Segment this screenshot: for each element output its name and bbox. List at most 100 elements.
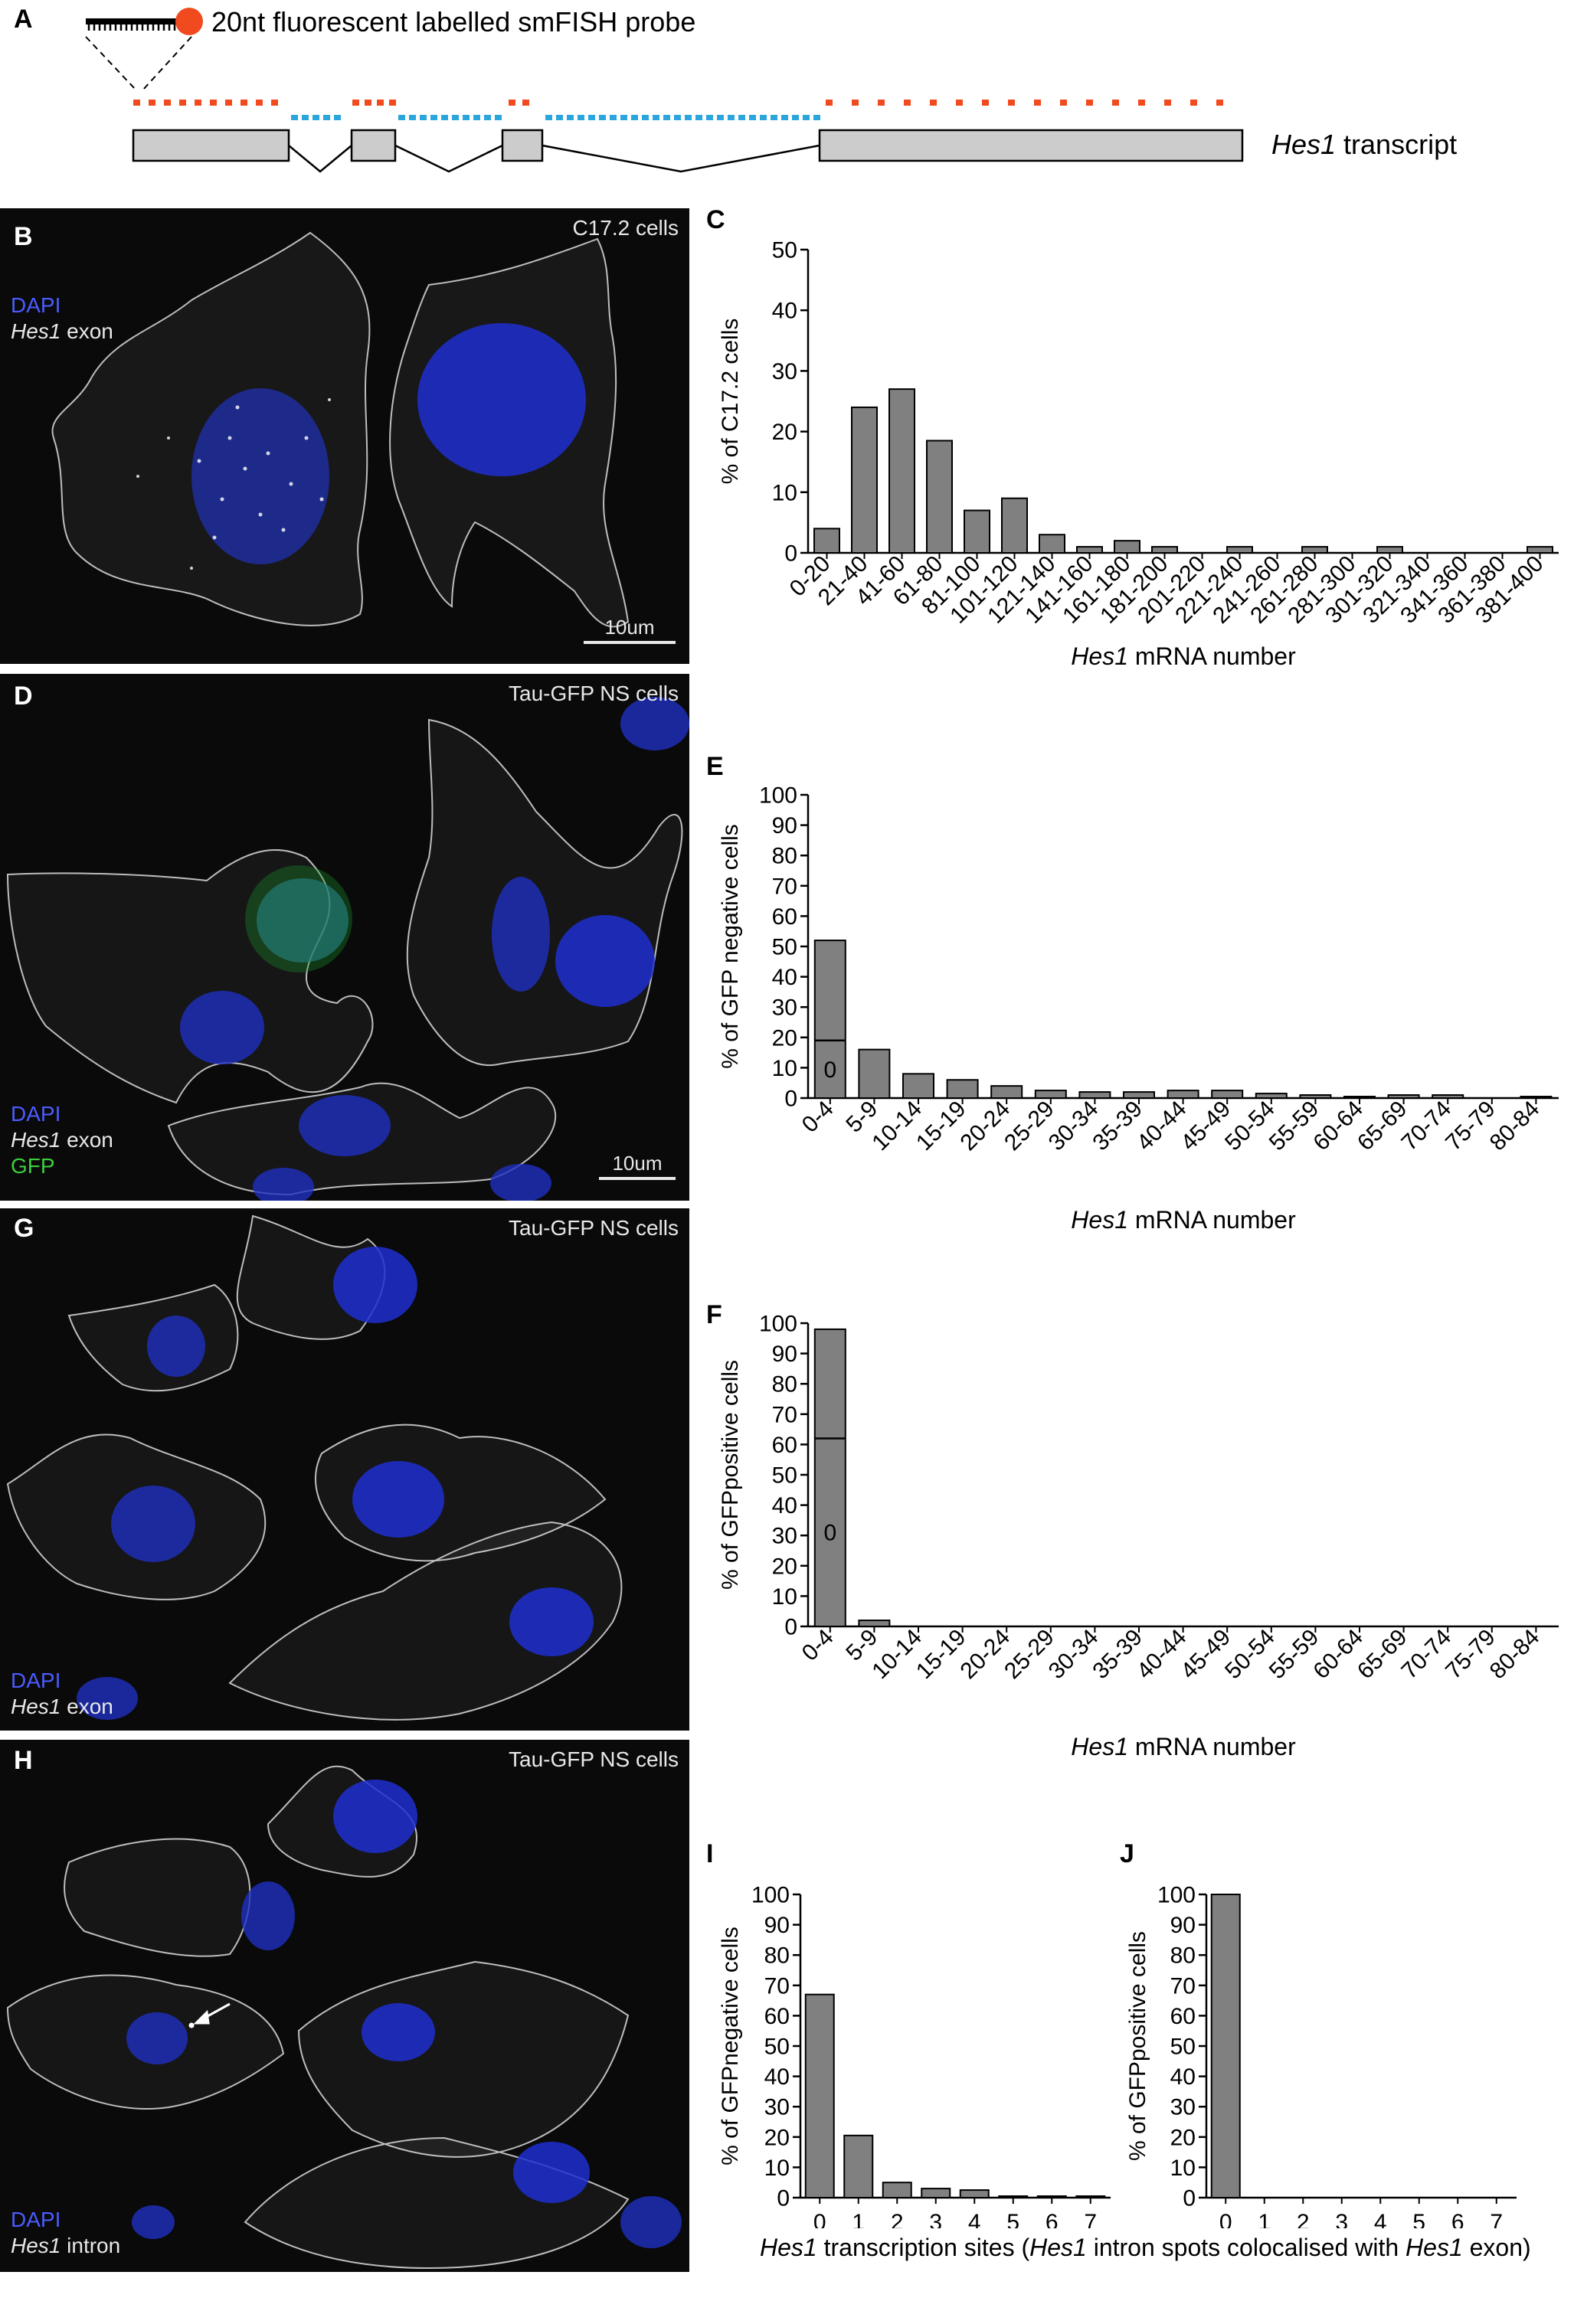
x-tick-label: 70-74: [1397, 1625, 1457, 1685]
y-tick-label: 60: [764, 2004, 790, 2029]
x-tick-label: 4: [968, 2210, 981, 2228]
x-tick-label: 45-49: [1176, 1625, 1236, 1685]
arrow-icon: [193, 2002, 231, 2025]
x-tick-label: 70-74: [1397, 1097, 1457, 1156]
micrograph-b: C17.2 cells DAPI Hes1 exon 10um: [0, 208, 689, 664]
y-tick-label: 0: [784, 1615, 797, 1640]
x-tick-label: 0-4: [797, 1625, 839, 1666]
bar: [1001, 497, 1028, 554]
y-tick-label: 30: [772, 1524, 797, 1549]
bar: [813, 940, 846, 1099]
x-tick-label: 10-14: [867, 1625, 927, 1685]
y-tick-label: 30: [772, 359, 797, 384]
y-axis-label: % of GFPpositive cells: [1125, 1931, 1150, 2161]
bar: [1036, 2195, 1067, 2198]
y-tick-label: 90: [764, 1913, 790, 1938]
micrograph-h-cells: [6, 1765, 682, 2270]
panel-label-h: H: [14, 1746, 33, 1775]
x-tick-label: 35-39: [1088, 1097, 1147, 1156]
y-tick-label: 80: [1170, 1943, 1196, 1969]
bar: [813, 528, 840, 554]
exon-probes: [133, 100, 1223, 106]
x-axis-label: Hes1 mRNA number: [1071, 1733, 1296, 1760]
y-tick-label: 70: [772, 1402, 797, 1427]
x-tick-label: 2: [1297, 2210, 1310, 2228]
y-tick-label: 10: [1170, 2156, 1196, 2181]
x-tick-label: 65-69: [1353, 1097, 1412, 1156]
chart-j: 0 10 20 30 40 50 60 70 80 90 100 0 1 2 3 4 5 6 7 % of GFPpo…: [1125, 1883, 1517, 2228]
scale-bar-d: 10um: [599, 1152, 676, 1180]
y-tick-label: 10: [772, 1584, 797, 1610]
x-tick-label: 5: [1006, 2210, 1019, 2228]
y-tick-label: 40: [764, 2064, 790, 2090]
y-tick-label: 60: [1170, 2004, 1196, 2029]
y-tick-label: 10: [772, 480, 797, 505]
x-tick-label: 15-19: [911, 1097, 971, 1156]
bar: [1210, 1894, 1241, 2198]
y-tick-label: 100: [751, 1883, 790, 1908]
micrograph-b-legend: DAPI Hes1 exon: [11, 293, 113, 343]
probe-caption: 20nt fluorescent labelled smFISH probe: [211, 6, 696, 38]
x-tick-label: 2: [891, 2210, 904, 2228]
micrograph-h: Tau-GFP NS cells DAPI Hes1 intron: [0, 1740, 689, 2272]
y-tick-label: 50: [1170, 2035, 1196, 2060]
y-tick-label: 10: [772, 1056, 797, 1081]
x-tick-label: 1: [852, 2210, 865, 2228]
y-tick-label: 50: [772, 1463, 797, 1489]
y-tick-label: 90: [1170, 1913, 1196, 1938]
x-tick-label: 25-29: [1000, 1625, 1059, 1685]
x-tick-label: 7: [1084, 2210, 1097, 2228]
probe-icon: [86, 8, 203, 35]
x-tick-label: 6: [1046, 2210, 1059, 2228]
x-tick-label: 80-84: [1485, 1625, 1545, 1685]
y-tick-label: 80: [772, 1372, 797, 1397]
bar: [946, 1079, 979, 1099]
bar: [926, 440, 953, 554]
y-tick-label: 70: [1170, 1973, 1196, 1999]
x-tick-label: 45-49: [1176, 1097, 1236, 1156]
y-axis-label: % of GFPnegative cells: [718, 1927, 743, 2165]
x-tick-label: 55-59: [1265, 1097, 1324, 1156]
y-tick-label: 0: [784, 1087, 797, 1112]
x-tick-label: 35-39: [1088, 1625, 1147, 1685]
x-tick-label: 0-4: [797, 1097, 839, 1138]
y-tick-label: 90: [772, 1342, 797, 1367]
x-tick-label: 75-79: [1441, 1097, 1500, 1156]
exon-boxes: [132, 129, 1244, 162]
bar: [964, 509, 990, 554]
y-tick-label: 100: [759, 1312, 797, 1337]
y-tick-label: 50: [772, 935, 797, 960]
y-tick-label: 40: [772, 1493, 797, 1518]
y-tick-label: 70: [764, 1973, 790, 1999]
y-tick-label: 70: [772, 874, 797, 899]
bar: [1114, 540, 1140, 554]
y-tick-label: 80: [772, 844, 797, 869]
micrograph-b-title: C17.2 cells: [572, 216, 679, 240]
zero-segment-label: 0: [823, 1521, 836, 1546]
x-tick-label: 30-34: [1044, 1097, 1104, 1156]
y-tick-label: 40: [772, 299, 797, 324]
micrograph-h-title: Tau-GFP NS cells: [509, 1747, 679, 1771]
x-tick-label: 50-54: [1220, 1625, 1280, 1685]
y-tick-label: 30: [772, 995, 797, 1021]
panel-label-c: C: [706, 205, 725, 234]
micrograph-g-cells: [6, 1214, 623, 1721]
x-tick-label: 5: [1412, 2210, 1425, 2228]
bar: [902, 1073, 934, 1100]
x-tick-label: 6: [1451, 2210, 1464, 2228]
x-tick-label: 3: [929, 2210, 942, 2228]
y-tick-label: 50: [772, 238, 797, 263]
chart-i: 0 10 20 30 40 50 60 70 80 90 100 0 1 2 3 4 5 6 7 % of GFPne…: [718, 1883, 1111, 2228]
panel-label-f: F: [706, 1300, 722, 1329]
y-axis-label: % of GFP negative cells: [718, 824, 743, 1069]
panel-label-a: A: [14, 5, 33, 34]
bar: [851, 406, 878, 554]
bar: [882, 2182, 912, 2199]
transcript-schematic: [85, 8, 1244, 173]
x-tick-label: 4: [1374, 2210, 1387, 2228]
x-tick-label: 25-29: [1000, 1097, 1059, 1156]
panel-label-j: J: [1120, 1839, 1134, 1868]
x-tick-label: 15-19: [911, 1625, 971, 1685]
panel-label-i: I: [706, 1839, 714, 1868]
